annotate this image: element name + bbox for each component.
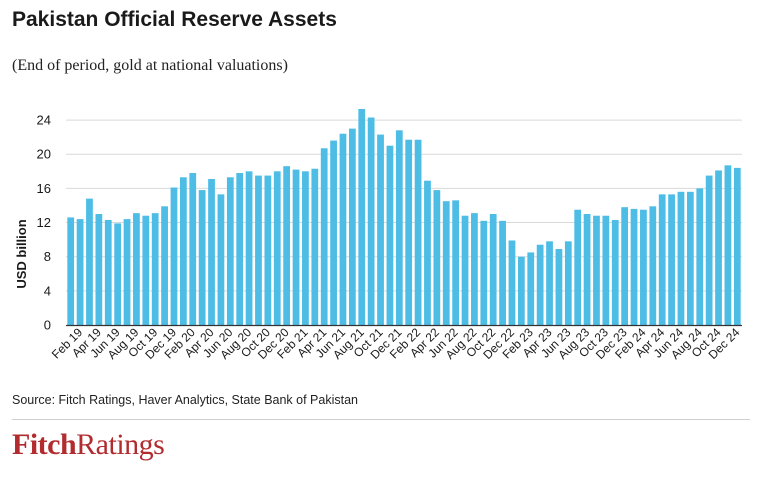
grid-lines — [66, 119, 742, 292]
bar — [555, 249, 563, 325]
bar — [302, 171, 309, 325]
bar — [715, 170, 722, 325]
bar — [668, 194, 675, 325]
chart-title: Pakistan Official Reserve Assets — [12, 8, 337, 31]
bar — [724, 165, 732, 325]
y-tick-label: 8 — [44, 249, 51, 264]
bar — [320, 148, 328, 325]
source-note: Source: Fitch Ratings, Haver Analytics, … — [12, 393, 358, 407]
bar — [217, 194, 225, 325]
bar — [630, 208, 638, 325]
bar — [442, 201, 450, 325]
bar — [480, 220, 488, 325]
bar — [433, 190, 441, 325]
bar — [104, 219, 112, 325]
bar — [377, 134, 384, 325]
bar — [133, 213, 140, 325]
y-tick-label: 20 — [37, 147, 51, 162]
bar — [226, 177, 234, 325]
bar — [330, 140, 337, 325]
bar — [311, 168, 319, 325]
logo-fitch: Fitch — [12, 428, 77, 461]
y-tick-label: 12 — [37, 215, 51, 230]
bar — [189, 173, 197, 325]
bar-series — [67, 108, 741, 325]
bar — [76, 219, 84, 325]
bar — [283, 166, 291, 325]
bar — [640, 209, 647, 325]
bar — [123, 219, 131, 325]
bar — [499, 220, 506, 325]
bar — [733, 167, 741, 325]
bar — [527, 252, 535, 325]
bar — [536, 244, 544, 325]
bar — [86, 198, 93, 325]
y-tick-label: 16 — [37, 181, 51, 196]
fitch-ratings-logo: FitchRatings — [12, 428, 165, 462]
bar — [705, 175, 713, 325]
bar — [170, 187, 178, 325]
bar — [339, 133, 347, 325]
footer-divider — [12, 419, 750, 420]
bar — [198, 190, 206, 325]
bar — [358, 108, 366, 325]
bar — [208, 178, 215, 325]
bar — [67, 217, 75, 325]
bar — [236, 173, 244, 325]
bar — [593, 215, 600, 325]
bar — [696, 188, 704, 325]
bar — [621, 207, 629, 325]
y-tick-label: 4 — [44, 283, 51, 298]
bar — [517, 256, 525, 325]
bar — [471, 213, 478, 325]
bar — [677, 191, 685, 325]
y-axis: 0 4 8 12 16 20 24 — [37, 113, 51, 333]
bar — [546, 241, 553, 325]
bar — [245, 171, 253, 325]
bar — [142, 215, 150, 325]
bar — [564, 241, 572, 325]
bar — [508, 240, 516, 325]
bar — [367, 117, 375, 325]
logo-ratings: Ratings — [76, 428, 165, 461]
y-tick-label: 0 — [44, 318, 51, 333]
chart-subtitle: (End of period, gold at national valuati… — [12, 57, 288, 74]
bar — [452, 200, 460, 325]
bar — [161, 206, 168, 325]
bar — [348, 128, 356, 325]
bar — [292, 169, 300, 325]
bar — [395, 130, 403, 325]
bar — [686, 191, 694, 325]
bar — [574, 209, 582, 325]
bar — [649, 206, 657, 325]
bar — [179, 177, 187, 325]
bar — [95, 214, 103, 325]
bar — [583, 214, 591, 325]
y-axis-title: USD billion — [14, 219, 29, 288]
bar — [489, 214, 497, 325]
bar — [602, 215, 610, 325]
bar — [405, 139, 413, 325]
bar — [386, 145, 394, 325]
bar — [114, 223, 122, 325]
bar — [414, 139, 422, 325]
bar — [658, 194, 666, 325]
bar — [611, 219, 619, 325]
bar — [264, 175, 272, 325]
bar — [273, 171, 281, 325]
bar — [461, 215, 469, 325]
bar — [151, 213, 159, 325]
bar — [424, 180, 431, 325]
bar — [255, 175, 262, 325]
y-tick-label: 24 — [37, 113, 51, 128]
